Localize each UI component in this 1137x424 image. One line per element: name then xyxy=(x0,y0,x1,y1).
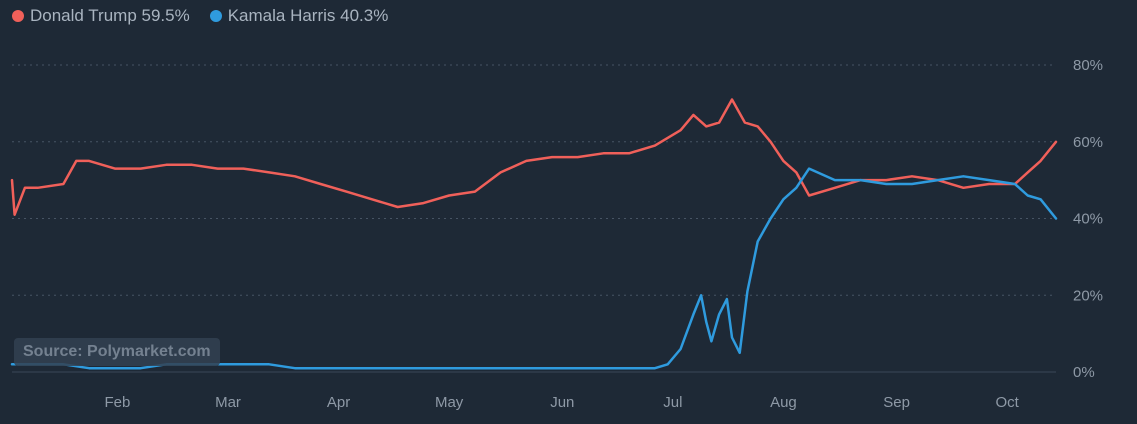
x-tick-label: Feb xyxy=(104,394,130,411)
x-tick-label: Mar xyxy=(215,394,241,411)
legend-item-trump[interactable]: Donald Trump 59.5% xyxy=(12,6,190,26)
trump-dot-icon xyxy=(12,10,24,22)
harris-dot-icon xyxy=(209,10,222,22)
series-line-kamala-harris xyxy=(10,167,1058,370)
x-tick-label: Jul xyxy=(663,394,682,411)
x-tick-label: Jun xyxy=(550,394,574,411)
x-tick-label: Oct xyxy=(995,394,1019,411)
legend-label-harris: Kamala Harris 40.3% xyxy=(227,6,389,25)
x-tick-label: May xyxy=(435,394,464,411)
legend: Donald Trump 59.5% Kamala Harris 40.3% xyxy=(12,6,388,26)
y-tick-label: 40% xyxy=(1073,211,1103,228)
x-tick-label: Aug xyxy=(770,394,797,411)
y-tick-label: 0% xyxy=(1073,364,1095,381)
x-tick-label: Apr xyxy=(327,394,350,411)
legend-item-harris[interactable]: Kamala Harris 40.3% xyxy=(209,6,389,26)
legend-label-trump: Donald Trump 59.5% xyxy=(30,6,190,25)
x-tick-label: Sep xyxy=(883,394,910,411)
series-line-donald-trump xyxy=(10,98,1058,216)
source-label: Source: Polymarket.com xyxy=(14,338,220,366)
y-tick-label: 20% xyxy=(1073,287,1103,304)
y-tick-label: 80% xyxy=(1073,57,1103,74)
y-tick-label: 60% xyxy=(1073,134,1103,151)
